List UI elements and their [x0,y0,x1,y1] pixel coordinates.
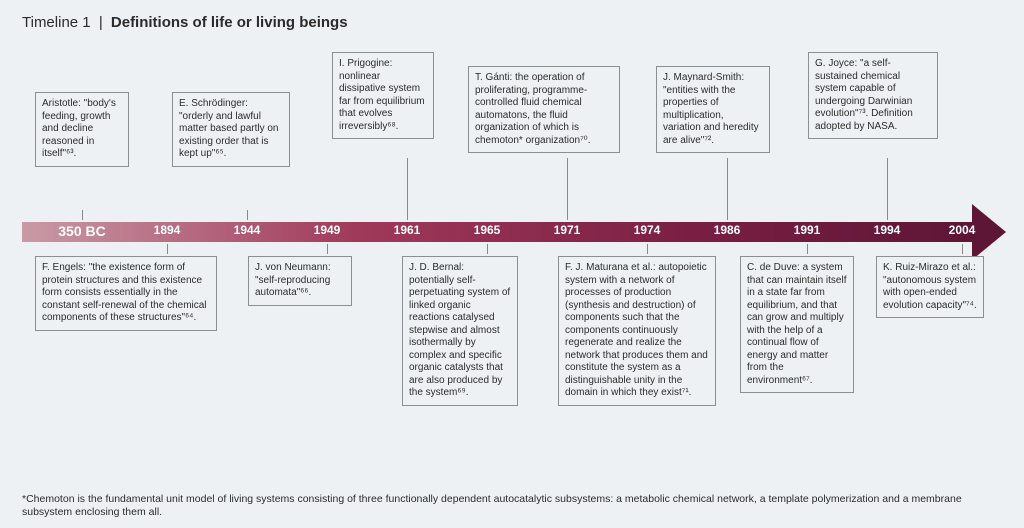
box-text: F. Engels: "the existence form of protei… [42,262,207,323]
box-bernal: J. D. Bernal: potentially self-perpetuat… [402,256,518,406]
box-text: J. D. Bernal: potentially self-perpetuat… [409,262,510,398]
year-1944: 1944 [234,223,261,237]
box-prigogine: I. Prigogine: nonlinear dissipative syst… [332,52,434,139]
year-1986: 1986 [714,223,741,237]
year-1965: 1965 [474,223,501,237]
box-text: K. Ruiz-Mirazo et al.: "autonomous syste… [883,262,977,311]
year-1974: 1974 [634,223,661,237]
timeline-axis: 350 BC 1894 1944 1949 1961 1965 1971 1974 1986 19… [22,220,1002,244]
box-text: T. Gánti: the operation of proliferating… [475,72,590,146]
tick [887,158,888,220]
year-1949: 1949 [314,223,341,237]
tick [487,244,488,254]
timeline-figure: Timeline 1 | Definitions of life or livi… [0,0,1024,528]
tick [727,158,728,220]
box-text: F. J. Maturana et al.: autopoietic syste… [565,262,708,398]
tick [82,210,83,220]
title-text: Definitions of life or living beings [111,14,348,31]
year-1894: 1894 [154,223,181,237]
year-1971: 1971 [554,223,581,237]
tick [407,158,408,220]
title-separator: | [95,14,107,31]
tick [247,210,248,220]
tick [647,244,648,254]
year-350-BC: 350 BC [58,223,105,239]
box-engels: F. Engels: "the existence form of protei… [35,256,217,331]
box-text: J. Maynard-Smith: "entities with the pro… [663,72,759,146]
box-joyce: G. Joyce: "a self-sustained chemical sys… [808,52,938,139]
box-text: C. de Duve: a system that can maintain i… [747,262,847,386]
box-ruiz: K. Ruiz-Mirazo et al.: "autonomous syste… [876,256,984,318]
tick [167,244,168,254]
box-maturana: F. J. Maturana et al.: autopoietic syste… [558,256,716,406]
box-text: J. von Neumann: "self-reproducing automa… [255,262,331,298]
title-label: Timeline 1 [22,14,91,31]
footnote: *Chemoton is the fundamental unit model … [22,493,1002,520]
tick [807,244,808,254]
year-1994: 1994 [874,223,901,237]
tick [567,158,568,220]
box-neumann: J. von Neumann: "self-reproducing automa… [248,256,352,306]
box-text: I. Prigogine: nonlinear dissipative syst… [339,58,425,132]
year-2004: 2004 [949,223,976,237]
box-text: Aristotle: "body's feeding, growth and d… [42,98,116,159]
arrow-head-icon [972,204,1006,260]
tick [327,244,328,254]
box-aristotle: Aristotle: "body's feeding, growth and d… [35,92,129,167]
box-schrodinger: E. Schrödinger: "orderly and lawful matt… [172,92,290,167]
box-text: E. Schrödinger: "orderly and lawful matt… [179,98,279,159]
box-ganti: T. Gánti: the operation of proliferating… [468,66,620,153]
box-deduve: C. de Duve: a system that can maintain i… [740,256,854,393]
year-1961: 1961 [394,223,421,237]
box-maynard: J. Maynard-Smith: "entities with the pro… [656,66,770,153]
box-text: G. Joyce: "a self-sustained chemical sys… [815,58,913,132]
year-1991: 1991 [794,223,821,237]
tick [962,244,963,254]
figure-title: Timeline 1 | Definitions of life or livi… [22,14,1002,31]
